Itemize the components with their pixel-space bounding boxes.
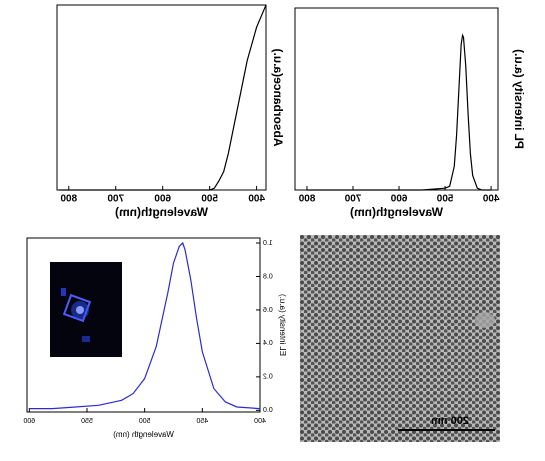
y-axis-title: Absorbance(a.u.) bbox=[271, 48, 285, 146]
data-line bbox=[29, 241, 261, 410]
data-line bbox=[306, 33, 492, 191]
y-tick-label: 0.6 bbox=[263, 307, 273, 314]
sem-defect bbox=[475, 312, 495, 328]
plot-frame bbox=[26, 237, 261, 413]
sem-image: 200 nm bbox=[300, 235, 500, 442]
x-tick-label: 400 bbox=[482, 194, 499, 205]
sem-texture bbox=[300, 235, 500, 442]
y-tick-label: 0.0 bbox=[263, 407, 273, 414]
x-tick-label: 800 bbox=[60, 194, 77, 205]
x-axis-title: Wavelength (nm) bbox=[113, 430, 174, 439]
y-tick-label: 1.0 bbox=[263, 240, 273, 247]
x-tick-label: 600 bbox=[390, 194, 407, 205]
x-tick-label: 500 bbox=[201, 194, 218, 205]
x-tick-label: 550 bbox=[81, 418, 93, 425]
plot-frame bbox=[56, 4, 267, 191]
x-tick-label: 700 bbox=[107, 194, 124, 205]
pl-chart: 400 500 600 700 800 Wavelength(nm) PL intensit… bbox=[294, 7, 526, 219]
y-axis-title: EL intensity (a.u.) bbox=[278, 294, 287, 356]
x-tick-label: 500 bbox=[139, 418, 151, 425]
absorbance-chart: 400 500 600 700 800 Wavelength(nm) Absorbance(… bbox=[56, 4, 285, 219]
el-chart: 400 450 500 550 600 0.0 0.2 0.4 0.6 0.8 1.0 Wavelen… bbox=[23, 237, 287, 439]
x-tick-label: 600 bbox=[154, 194, 171, 205]
x-tick-label: 600 bbox=[23, 418, 35, 425]
x-tick-label: 700 bbox=[344, 194, 361, 205]
x-tick-label: 400 bbox=[248, 194, 265, 205]
x-tick-label: 450 bbox=[196, 418, 208, 425]
y-tick-label: 0.8 bbox=[263, 273, 273, 280]
x-tick-label: 800 bbox=[298, 194, 315, 205]
x-axis-title: Wavelength(nm) bbox=[115, 205, 208, 219]
scale-bar-label: 200 nm bbox=[431, 415, 469, 427]
x-tick-label: 400 bbox=[254, 418, 266, 425]
y-axis-title: PL intensity (a.u.) bbox=[512, 49, 526, 149]
y-tick-label: 0.2 bbox=[263, 374, 273, 381]
x-axis-title: Wavelength(nm) bbox=[350, 205, 443, 219]
y-tick-label: 0.4 bbox=[263, 340, 273, 347]
x-tick-label: 500 bbox=[436, 194, 453, 205]
device-glow bbox=[61, 288, 92, 342]
data-line bbox=[59, 4, 267, 191]
